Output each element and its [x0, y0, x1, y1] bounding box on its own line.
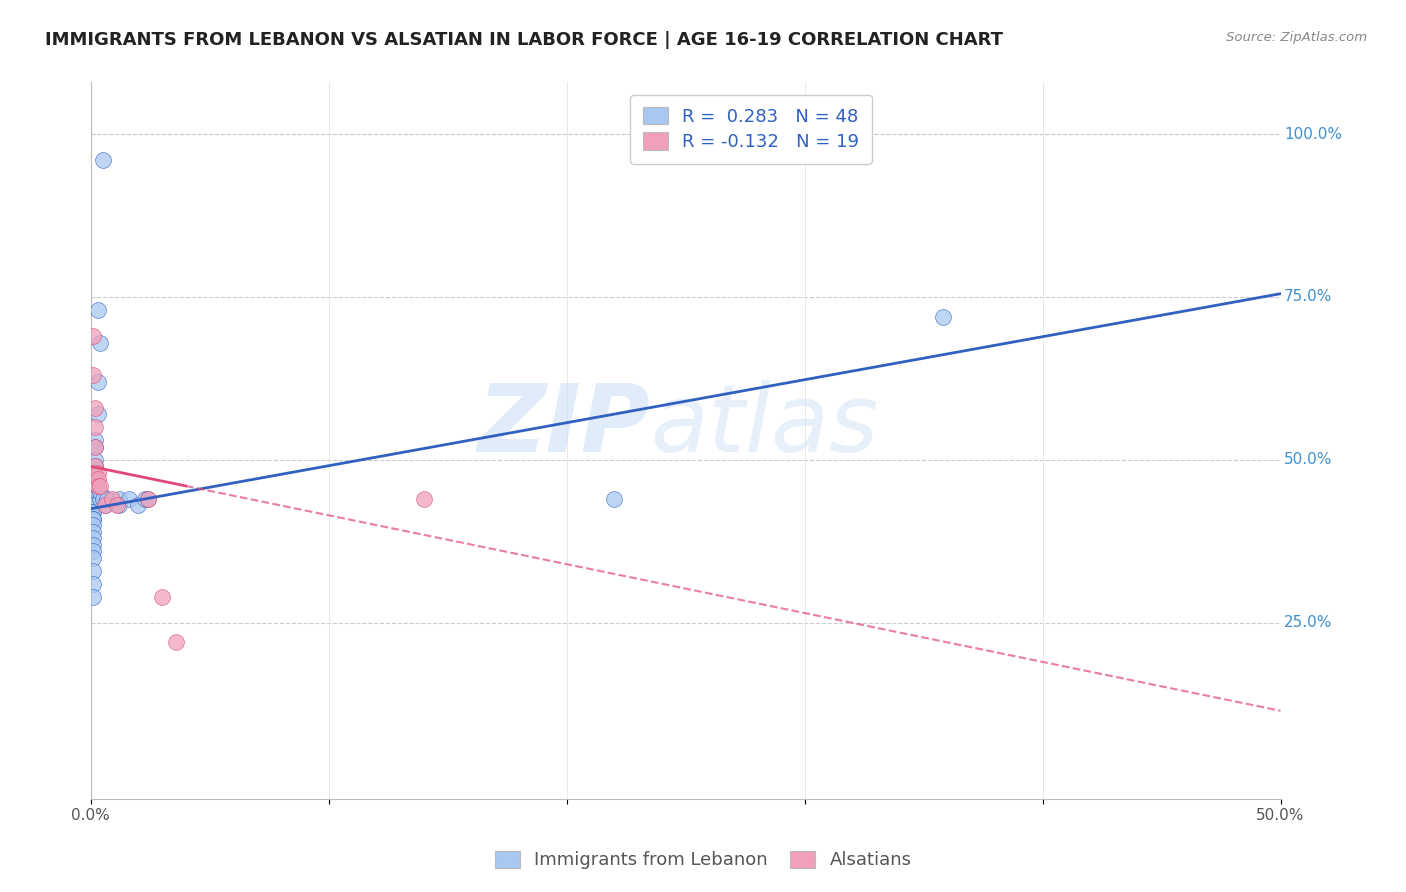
Legend: Immigrants from Lebanon, Alsatians: Immigrants from Lebanon, Alsatians — [485, 842, 921, 879]
Point — [82, 368, 104, 383]
Point — [89, 479, 111, 493]
Point — [127, 499, 149, 513]
Point — [87, 375, 110, 389]
Point — [118, 491, 141, 506]
Text: 100.0%: 100.0% — [1284, 127, 1343, 142]
Text: atlas: atlas — [650, 381, 879, 472]
Text: ZIP: ZIP — [477, 380, 650, 472]
Point — [82, 485, 104, 500]
Point — [82, 479, 104, 493]
Point — [94, 499, 117, 513]
Point — [84, 453, 107, 467]
Point — [82, 550, 104, 565]
Point — [82, 329, 104, 343]
Point — [108, 491, 131, 506]
Point — [84, 440, 107, 454]
Point — [82, 491, 104, 506]
Point — [84, 466, 107, 480]
Point — [82, 590, 104, 604]
Point — [82, 518, 104, 533]
Point — [89, 485, 111, 500]
Point — [89, 335, 111, 350]
Point — [82, 491, 104, 506]
Point — [108, 499, 131, 513]
Point — [84, 420, 107, 434]
Point — [82, 505, 104, 519]
Point — [82, 531, 104, 545]
Point — [96, 491, 118, 506]
Point — [412, 491, 434, 506]
Point — [91, 153, 114, 167]
Point — [105, 499, 128, 513]
Point — [82, 576, 104, 591]
Text: 50.0%: 50.0% — [1284, 452, 1333, 467]
Point — [87, 479, 110, 493]
Point — [136, 491, 159, 506]
Text: 75.0%: 75.0% — [1284, 290, 1333, 304]
Legend: R =  0.283   N = 48, R = -0.132   N = 19: R = 0.283 N = 48, R = -0.132 N = 19 — [630, 95, 872, 164]
Point — [82, 511, 104, 525]
Text: 25.0%: 25.0% — [1284, 615, 1333, 631]
Point — [82, 499, 104, 513]
Point — [84, 459, 107, 474]
Point — [91, 491, 114, 506]
Point — [134, 491, 156, 506]
Point — [931, 310, 953, 324]
Point — [82, 499, 104, 513]
Point — [84, 440, 107, 454]
Point — [87, 303, 110, 318]
Point — [82, 524, 104, 539]
Point — [94, 499, 117, 513]
Point — [82, 499, 104, 513]
Text: Source: ZipAtlas.com: Source: ZipAtlas.com — [1226, 31, 1367, 45]
Point — [82, 511, 104, 525]
Point — [101, 491, 124, 506]
Point — [87, 407, 110, 421]
Point — [82, 544, 104, 558]
Point — [82, 564, 104, 578]
Point — [136, 491, 159, 506]
Point — [84, 401, 107, 415]
Point — [84, 459, 107, 474]
Point — [87, 472, 110, 486]
Point — [82, 538, 104, 552]
Point — [87, 466, 110, 480]
Text: IMMIGRANTS FROM LEBANON VS ALSATIAN IN LABOR FORCE | AGE 16-19 CORRELATION CHART: IMMIGRANTS FROM LEBANON VS ALSATIAN IN L… — [45, 31, 1002, 49]
Point — [84, 472, 107, 486]
Point — [603, 491, 626, 506]
Point — [89, 491, 111, 506]
Point — [82, 505, 104, 519]
Point — [150, 590, 173, 604]
Point — [165, 635, 187, 649]
Point — [84, 434, 107, 448]
